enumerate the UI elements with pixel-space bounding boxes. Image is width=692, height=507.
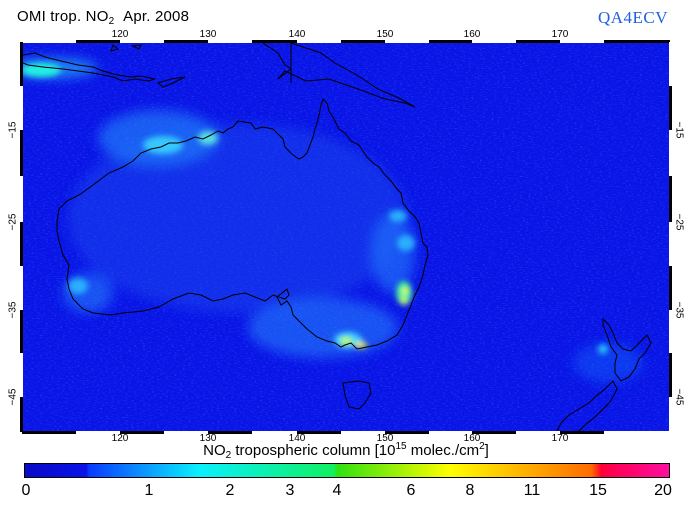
right-tick-label: −45: [673, 388, 685, 406]
title-prefix: OMI trop. NO: [17, 8, 109, 25]
colorbar-title-unit-exp: 2: [479, 441, 485, 452]
colorbar-title-exp: 15: [395, 441, 407, 452]
bot-tick-label: 140: [288, 433, 306, 444]
right-tick-label: −25: [673, 213, 685, 231]
colorbar-tick-label: 0: [21, 482, 31, 499]
title-subscript: 2: [108, 16, 115, 27]
coastline-tasmania: [342, 380, 372, 410]
colorbar-title: NO2 tropospheric column [1015 molec./cm2…: [0, 441, 692, 461]
colorbar-title-mid: tropospheric column [10: [231, 442, 396, 459]
bot-tick-label: 160: [463, 433, 481, 444]
colorbar-tick-label: 1: [144, 482, 154, 499]
colorbar-tick-label: 3: [285, 482, 295, 499]
top-tick-label: 150: [376, 29, 394, 40]
bot-tick-label: 130: [199, 433, 217, 444]
coastline-timor: [156, 76, 186, 88]
coastline-nz-north: [602, 317, 652, 382]
colorbar-tick-label: 20: [654, 482, 672, 499]
coastline-sulawesi-islands: [110, 44, 142, 52]
colorbar-tick-label: 2: [225, 482, 235, 499]
coastline-java: [23, 52, 156, 82]
no2-plume-diffuse: [23, 58, 643, 383]
colorbar-tick-label: 11: [523, 482, 541, 499]
coastline-nz-south: [556, 380, 618, 431]
no2-map: [23, 43, 669, 431]
coastline-new-guinea: [262, 43, 416, 108]
top-tick-label: 170: [551, 29, 569, 40]
no2-plume-core: [23, 63, 608, 354]
right-tick-label: −15: [673, 121, 685, 139]
top-tick-label: 160: [463, 29, 481, 40]
left-tick-label: −45: [7, 388, 19, 406]
top-tick-label: 130: [199, 29, 217, 40]
bot-tick-label: 120: [111, 433, 129, 444]
colorbar-title-prefix: NO: [203, 442, 226, 459]
colorbar-title-end: ]: [484, 442, 489, 459]
left-tick-label: −25: [7, 213, 19, 231]
bot-tick-label: 170: [551, 433, 569, 444]
right-tick-label: −35: [673, 301, 685, 319]
title-date: Apr. 2008: [123, 8, 190, 25]
colorbar-title-unit: molec./cm: [406, 442, 480, 459]
colorbar-tick-label: 6: [406, 482, 416, 499]
brand-label: QA4ECV: [597, 8, 668, 27]
colorbar: [24, 463, 670, 478]
top-tick-label: 120: [111, 29, 129, 40]
colorbar-tick-label: 15: [589, 482, 607, 499]
left-tick-label: −15: [7, 121, 19, 139]
map-frame: [22, 42, 670, 432]
coastlines: [23, 43, 652, 431]
coastline-australia: [56, 98, 429, 350]
colorbar-title-sub: 2: [225, 450, 232, 461]
top-tick-label: 140: [288, 29, 306, 40]
left-tick-label: −35: [7, 301, 19, 319]
colorbar-tick-label: 4: [332, 482, 342, 499]
map-title: OMI trop. NO2 Apr. 2008: [17, 8, 189, 27]
colorbar-tick-label: 8: [465, 482, 475, 499]
bot-tick-label: 150: [376, 433, 394, 444]
